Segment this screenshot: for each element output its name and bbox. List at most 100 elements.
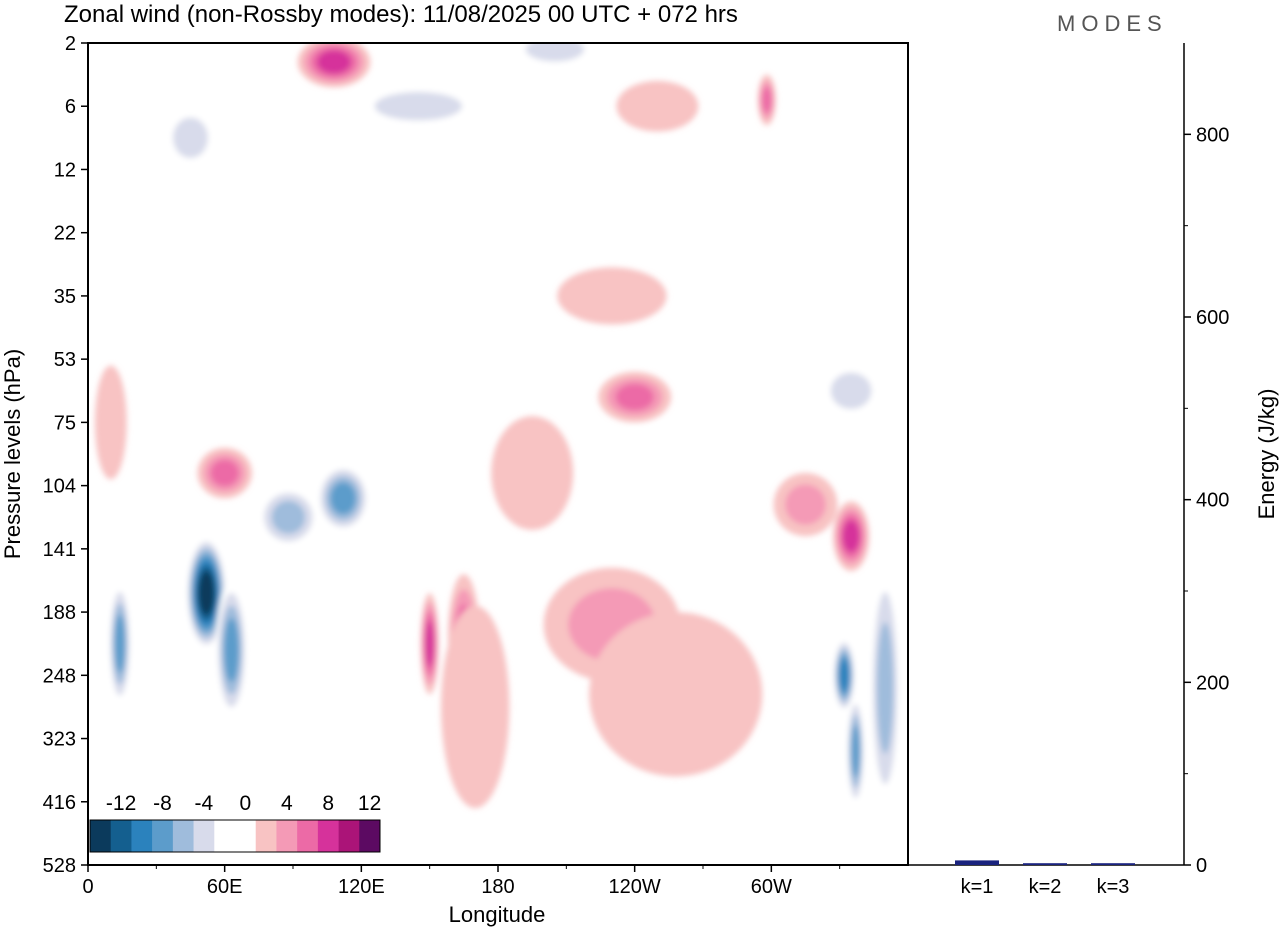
heatmap-contour — [557, 267, 667, 325]
y-tick-label: 6 — [65, 96, 76, 118]
energy-bar-label: k=3 — [1097, 876, 1130, 898]
heatmap-blob — [108, 580, 132, 707]
heatmap-blob — [256, 485, 321, 549]
x-axis-ticks: 0 60E 120E 180 120W 60W — [82, 865, 841, 898]
colorbar-swatch — [317, 820, 339, 852]
y-tick-label: 104 — [43, 476, 76, 498]
colorbar-swatch — [297, 820, 319, 852]
colorbar-label: -8 — [153, 792, 172, 815]
heatmap-contour — [830, 372, 872, 409]
y-tick-label: 248 — [43, 665, 76, 687]
y-axis-ticks: 2 6 12 22 35 53 75 104 141 188 248 323 416 528 — [43, 33, 88, 877]
energy-bar — [955, 860, 999, 865]
energy-bar-label: k=2 — [1029, 876, 1062, 898]
y-tick-label: 141 — [43, 539, 76, 561]
heatmap-contour — [330, 482, 356, 515]
heatmap-blob — [869, 561, 902, 815]
heatmap-contour — [785, 484, 826, 525]
heatmap-contour — [762, 86, 772, 114]
heatmap-contour — [851, 725, 860, 778]
colorbar-swatch — [359, 820, 381, 852]
x-tick-label: 60E — [207, 876, 243, 898]
energy-tick-label: 0 — [1196, 855, 1207, 877]
heatmap-blob — [163, 106, 218, 170]
x-tick-label: 60W — [751, 876, 792, 898]
heatmap-contour — [374, 92, 462, 121]
heatmap-blob — [94, 365, 127, 480]
colorbar-swatch — [172, 820, 194, 852]
colorbar-swatch — [276, 820, 298, 852]
colorbar-label: 0 — [240, 792, 252, 815]
heatmap-contour — [589, 612, 763, 777]
energy-bar-labels: k=1 k=2 k=3 — [961, 876, 1130, 898]
colorbar-label: -4 — [195, 792, 214, 815]
modes-logo: MODES — [1057, 11, 1168, 36]
y-tick-label: 416 — [43, 792, 76, 814]
energy-bars — [955, 860, 1135, 865]
heatmap-contour — [615, 383, 654, 411]
colorbar-swatch — [214, 820, 236, 852]
heatmap-contour — [839, 659, 849, 692]
heatmap-blob — [315, 463, 371, 534]
y-tick-label: 22 — [54, 223, 76, 245]
energy-bar-label: k=1 — [961, 876, 994, 898]
heatmap-blob — [297, 43, 371, 88]
heatmap-contour — [317, 50, 351, 74]
heatmap-blob — [598, 371, 672, 423]
heatmap-blob — [773, 473, 838, 537]
heatmap-contour — [876, 622, 894, 754]
energy-axis-label: Energy (J/kg) — [1254, 389, 1279, 520]
heatmap-blob — [819, 362, 883, 420]
energy-bar — [1023, 863, 1067, 865]
colorbar-frame — [89, 819, 381, 853]
heatmap-blob — [832, 501, 870, 571]
heatmap-contour — [343, 213, 471, 290]
chart-title: Zonal wind (non-Rossby modes): 11/08/202… — [64, 1, 738, 28]
heatmap-contour — [210, 459, 239, 487]
heatmap-contour — [173, 117, 208, 158]
colorbar-swatch — [235, 820, 257, 852]
y-tick-label: 188 — [43, 602, 76, 624]
energy-tick-label: 200 — [1196, 672, 1229, 694]
colorbar-label: 8 — [322, 792, 334, 815]
heatmap-contour — [842, 520, 860, 553]
heatmap-contour — [425, 620, 434, 667]
colorbar-swatch — [110, 820, 132, 852]
heatmap-blob — [343, 213, 471, 290]
heatmap-blob — [557, 267, 667, 325]
y-tick-label: 53 — [54, 349, 76, 371]
heatmap-contour — [441, 605, 510, 809]
energy-tick-label: 600 — [1196, 307, 1229, 329]
heatmap-contour — [525, 43, 585, 62]
colorbar-label: -12 — [106, 792, 136, 815]
colorbar-swatch — [338, 820, 360, 852]
heatmap-contour — [491, 416, 574, 530]
heatmap-blob — [350, 84, 487, 129]
heatmap-blob — [197, 447, 252, 499]
colorbar-swatch — [131, 820, 153, 852]
y-tick-label: 323 — [43, 729, 76, 751]
heatmap-contour — [114, 614, 126, 673]
x-tick-label: 0 — [82, 876, 93, 898]
heatmap-contour — [616, 80, 699, 132]
x-tick-label: 180 — [481, 876, 514, 898]
heatmap-blob — [611, 425, 713, 483]
x-tick-label: 120E — [338, 876, 385, 898]
colorbar-swatch — [255, 820, 277, 852]
colorbar-swatch — [90, 820, 112, 852]
y-tick-label: 12 — [54, 159, 76, 181]
heatmap-blob — [757, 74, 776, 126]
heatmap-contour — [271, 500, 305, 534]
energy-bar — [1091, 863, 1135, 865]
energy-axis-ticks: 0 200 400 600 800 — [1184, 124, 1229, 877]
heatmap-layer — [94, 43, 902, 815]
heatmap-blob — [185, 536, 227, 650]
colorbar-swatch — [152, 820, 174, 852]
energy-tick-label: 800 — [1196, 124, 1229, 146]
y-tick-label: 528 — [43, 855, 76, 877]
heatmap-contour — [94, 365, 127, 480]
heatmap-blob — [589, 612, 763, 777]
colorbar — [89, 819, 381, 853]
heatmap-blob — [441, 605, 510, 809]
